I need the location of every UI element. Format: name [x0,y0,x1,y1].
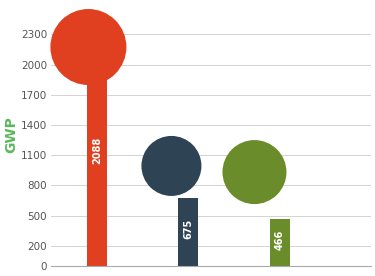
Bar [270,219,290,266]
Bar [178,198,198,266]
Text: 466: 466 [274,230,285,250]
Text: 2088: 2088 [92,137,102,164]
Text: R410A: R410A [78,16,116,26]
Text: 675: 675 [183,218,193,238]
Text: R32: R32 [177,163,200,173]
Text: R454B: R454B [261,170,299,180]
Y-axis label: GWP: GWP [4,116,18,153]
Bar [87,56,107,266]
